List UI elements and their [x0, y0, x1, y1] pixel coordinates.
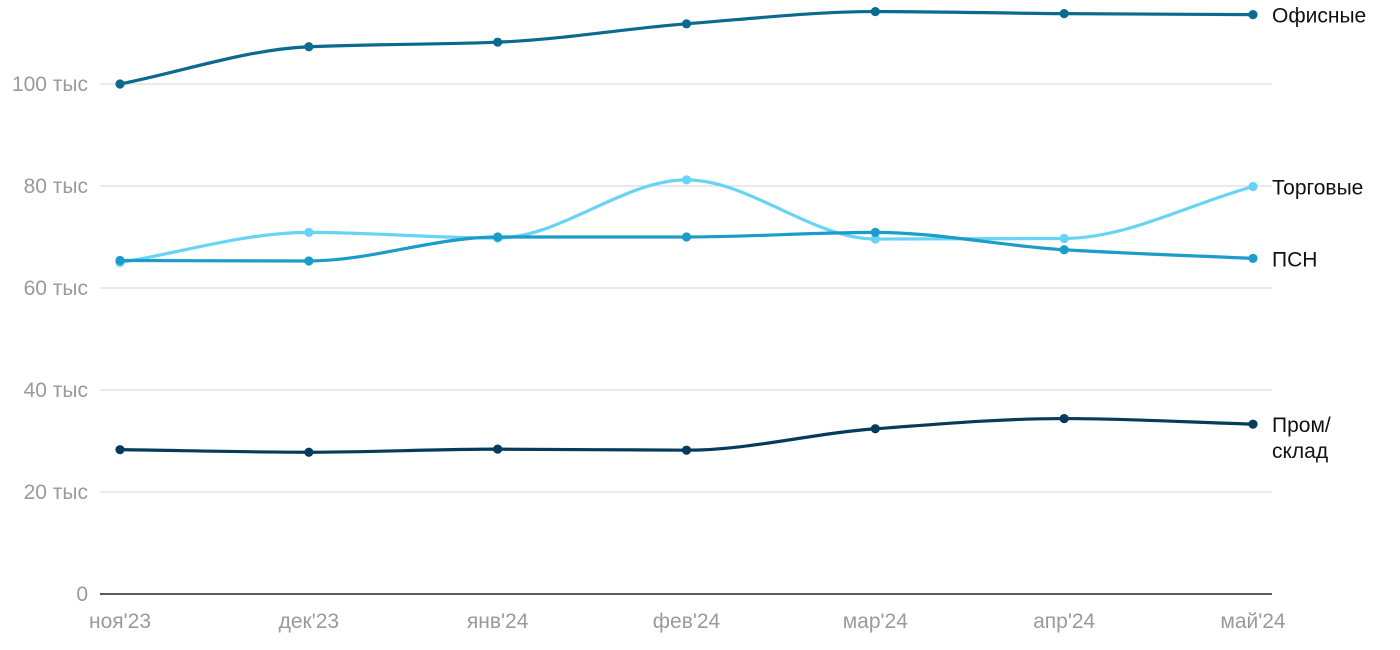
- y-tick-label: 40 тыс: [24, 379, 88, 402]
- data-point: [870, 424, 880, 434]
- data-point: [1059, 413, 1069, 424]
- y-tick-label: 0: [76, 583, 88, 606]
- series-4: [115, 413, 1258, 457]
- data-point: [1059, 233, 1069, 244]
- y-tick-label: 60 тыс: [24, 277, 88, 300]
- x-tick-label: янв'24: [467, 610, 529, 633]
- y-tick-label: 20 тыс: [24, 481, 88, 504]
- series-label: Офисные: [1272, 5, 1366, 28]
- data-point: [304, 447, 314, 457]
- series-label-line: Офисные: [1272, 5, 1366, 28]
- data-point: [1248, 181, 1258, 192]
- x-tick-label: фев'24: [653, 610, 721, 633]
- data-point: [1059, 9, 1069, 19]
- series-2: [115, 175, 1258, 268]
- data-point: [304, 256, 314, 266]
- data-point: [493, 232, 503, 242]
- series-3: [115, 227, 1258, 266]
- x-tick-label: ноя'23: [89, 610, 151, 633]
- y-tick-label: 100 тыс: [12, 73, 88, 96]
- data-point: [870, 6, 880, 17]
- series-label: ПСН: [1272, 248, 1317, 271]
- x-tick-label: мар'24: [843, 610, 908, 633]
- data-point: [1059, 245, 1069, 255]
- data-point: [1248, 253, 1258, 264]
- series-label: Пром/склад: [1272, 414, 1331, 463]
- data-point: [115, 79, 125, 89]
- x-axis-tick-labels: ноя'23 дек'23 янв'24 фев'24 мар'24 апр'24 май'…: [89, 610, 1286, 633]
- data-point: [1248, 419, 1258, 429]
- data-point: [870, 227, 880, 238]
- series-label: Торговые: [1272, 177, 1363, 200]
- data-point: [304, 227, 314, 238]
- y-tick-label: 80 тыс: [24, 175, 88, 198]
- x-tick-label: дек'23: [279, 610, 340, 633]
- data-point: [115, 445, 125, 455]
- data-point: [304, 42, 314, 52]
- data-point: [681, 445, 692, 455]
- data-point: [681, 19, 692, 29]
- data-point: [681, 175, 692, 185]
- data-point: [870, 234, 880, 244]
- series-label-line: склад: [1272, 440, 1328, 463]
- data-point: [681, 232, 692, 242]
- x-tick-label: май'24: [1220, 610, 1286, 633]
- data-point: [1248, 10, 1258, 20]
- data-point: [115, 255, 125, 266]
- data-point: [493, 444, 503, 454]
- series-lines: [115, 6, 1258, 457]
- series-label-line: ПСН: [1272, 248, 1317, 271]
- x-tick-label: апр'24: [1033, 610, 1095, 633]
- series-label-line: Пром/: [1272, 414, 1331, 437]
- grid-lines: [100, 83, 1272, 493]
- series-1: [115, 6, 1258, 89]
- data-point: [493, 37, 503, 47]
- series-label-line: Торговые: [1272, 177, 1363, 200]
- y-axis-tick-labels: 0 20 тыс 40 тыс 60 тыс 80 тыс 100 тыс: [12, 73, 88, 606]
- series-labels: Офисные Торговые ПСН Пром/склад: [1272, 5, 1366, 464]
